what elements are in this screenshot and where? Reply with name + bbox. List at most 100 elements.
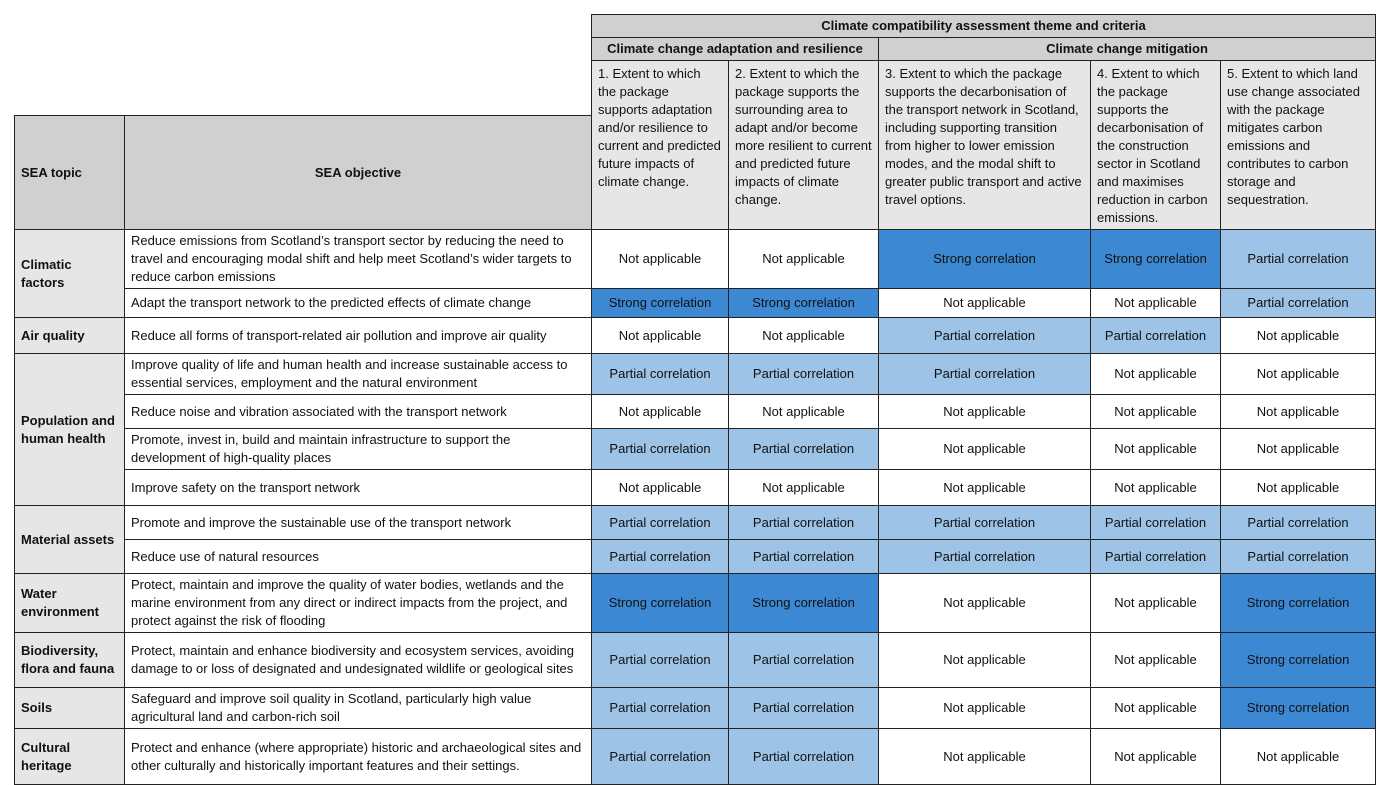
blank-corner: [14, 14, 592, 61]
sea-topic-cell: Air quality: [14, 317, 125, 354]
table-row: Adapt the transport network to the predi…: [15, 288, 1376, 318]
assessment-cell: Not applicable: [1090, 728, 1221, 785]
assessment-cell: Partial correlation: [1090, 317, 1221, 354]
assessment-cell: Not applicable: [1220, 394, 1376, 429]
assessment-cell: Partial correlation: [591, 505, 729, 540]
sea-objective-cell: Reduce emissions from Scotland’s transpo…: [124, 229, 592, 289]
assessment-cell: Not applicable: [1220, 353, 1376, 395]
sea-topic-cell: Water environment: [14, 573, 125, 633]
assessment-cell: Strong correlation: [728, 573, 879, 633]
assessment-cell: Partial correlation: [878, 539, 1091, 574]
assessment-cell: Not applicable: [591, 469, 729, 506]
assessment-cell: Partial correlation: [878, 317, 1091, 354]
assessment-cell: Not applicable: [878, 728, 1091, 785]
sea-objective-cell: Promote, invest in, build and maintain i…: [124, 428, 592, 470]
assessment-cell: Partial correlation: [878, 505, 1091, 540]
assessment-cell: Partial correlation: [591, 353, 729, 395]
table-row: Reduce use of natural resources Partial c…: [15, 539, 1376, 574]
criterion-4: 4. Extent to which the package supports …: [1090, 60, 1221, 230]
assessment-cell: Not applicable: [1220, 469, 1376, 506]
assessment-cell: Partial correlation: [728, 428, 879, 470]
sea-objective-cell: Adapt the transport network to the predi…: [124, 288, 592, 318]
sea-objective-cell: Protect, maintain and improve the qualit…: [124, 573, 592, 633]
assessment-cell: Strong correlation: [728, 288, 879, 318]
assessment-cell: Partial correlation: [728, 539, 879, 574]
assessment-cell: Partial correlation: [1220, 505, 1376, 540]
assessment-cell: Partial correlation: [878, 353, 1091, 395]
assessment-cell: Not applicable: [878, 573, 1091, 633]
assessment-cell: Partial correlation: [728, 505, 879, 540]
sea-topic-header: SEA topic: [14, 115, 125, 230]
assessment-cell: Not applicable: [728, 469, 879, 506]
assessment-cell: Not applicable: [1090, 573, 1221, 633]
assessment-cell: Partial correlation: [1220, 288, 1376, 318]
assessment-cell: Not applicable: [1220, 428, 1376, 470]
assessment-cell: Partial correlation: [1220, 229, 1376, 289]
assessment-cell: Partial correlation: [591, 728, 729, 785]
sea-objective-cell: Safeguard and improve soil quality in Sc…: [124, 687, 592, 729]
assessment-cell: Not applicable: [591, 229, 729, 289]
sea-objective-cell: Promote and improve the sustainable use …: [124, 505, 592, 540]
assessment-cell: Partial correlation: [1220, 539, 1376, 574]
assessment-cell: Not applicable: [1090, 288, 1221, 318]
sea-objective-header: SEA objective: [124, 115, 592, 230]
sea-objective-cell: Improve quality of life and human health…: [124, 353, 592, 395]
blank-spacer: [14, 60, 592, 116]
sea-objective-cell: Protect, maintain and enhance biodiversi…: [124, 632, 592, 688]
table-row: Reduce noise and vibration associated wi…: [15, 394, 1376, 429]
assessment-cell: Strong correlation: [1220, 573, 1376, 633]
assessment-cell: Not applicable: [878, 469, 1091, 506]
assessment-cell: Partial correlation: [728, 728, 879, 785]
assessment-cell: Not applicable: [878, 687, 1091, 729]
assessment-cell: Not applicable: [1090, 394, 1221, 429]
group-adaptation: Climate change adaptation and resilience: [591, 37, 879, 61]
sea-objective-cell: Reduce all forms of transport-related ai…: [124, 317, 592, 354]
assessment-cell: Not applicable: [878, 632, 1091, 688]
table-row: Promote, invest in, build and maintain i…: [15, 428, 1376, 470]
assessment-cell: Partial correlation: [591, 428, 729, 470]
sea-objective-cell: Protect and enhance (where appropriate) …: [124, 728, 592, 785]
assessment-cell: Partial correlation: [728, 687, 879, 729]
assessment-cell: Not applicable: [1220, 317, 1376, 354]
table-row: Soils Safeguard and improve soil quality …: [14, 687, 1376, 729]
assessment-cell: Not applicable: [1090, 428, 1221, 470]
sea-objective-cell: Improve safety on the transport network: [124, 469, 592, 506]
criterion-5: 5. Extent to which land use change assoc…: [1220, 60, 1376, 230]
table-row: Cultural heritage Protect and enhance (wh…: [14, 728, 1376, 785]
sea-topic-cell: Material assets: [14, 505, 125, 574]
assessment-cell: Partial correlation: [1090, 505, 1221, 540]
assessment-cell: Strong correlation: [1090, 229, 1221, 289]
assessment-cell: Partial correlation: [1090, 539, 1221, 574]
sea-topic-cell: Climatic factors: [14, 229, 125, 318]
table-row: Improve safety on the transport network N…: [15, 469, 1376, 506]
assessment-cell: Not applicable: [1090, 687, 1221, 729]
sea-objective-cell: Reduce use of natural resources: [124, 539, 592, 574]
assessment-cell: Not applicable: [1090, 469, 1221, 506]
assessment-cell: Not applicable: [591, 394, 729, 429]
assessment-cell: Partial correlation: [591, 632, 729, 688]
sea-objective-cell: Reduce noise and vibration associated wi…: [124, 394, 592, 429]
assessment-cell: Strong correlation: [591, 573, 729, 633]
assessment-cell: Strong correlation: [591, 288, 729, 318]
sea-topic-cell: Soils: [14, 687, 125, 729]
sea-topic-cell: Biodiversity, flora and fauna: [14, 632, 125, 688]
assessment-cell: Strong correlation: [878, 229, 1091, 289]
theme-title: Climate compatibility assessment theme a…: [591, 14, 1376, 38]
table-body: Climatic factors Reduce emissions from Sc…: [14, 229, 1376, 785]
assessment-cell: Not applicable: [1090, 353, 1221, 395]
assessment-cell: Partial correlation: [728, 353, 879, 395]
assessment-cell: Strong correlation: [1220, 632, 1376, 688]
table-row: Air quality Reduce all forms of transport…: [14, 317, 1376, 354]
assessment-cell: Partial correlation: [591, 687, 729, 729]
group-mitigation: Climate change mitigation: [878, 37, 1376, 61]
assessment-cell: Not applicable: [591, 317, 729, 354]
assessment-cell: Not applicable: [1090, 632, 1221, 688]
table-row: Biodiversity, flora and fauna Protect, ma…: [14, 632, 1376, 688]
assessment-table: Climate compatibility assessment theme a…: [14, 14, 1376, 785]
assessment-cell: Partial correlation: [728, 632, 879, 688]
assessment-cell: Not applicable: [1220, 728, 1376, 785]
criterion-1: 1. Extent to which the package supports …: [591, 60, 729, 230]
assessment-cell: Not applicable: [878, 428, 1091, 470]
criterion-3: 3. Extent to which the package supports …: [878, 60, 1091, 230]
sea-topic-cell: Population and human health: [14, 353, 125, 506]
